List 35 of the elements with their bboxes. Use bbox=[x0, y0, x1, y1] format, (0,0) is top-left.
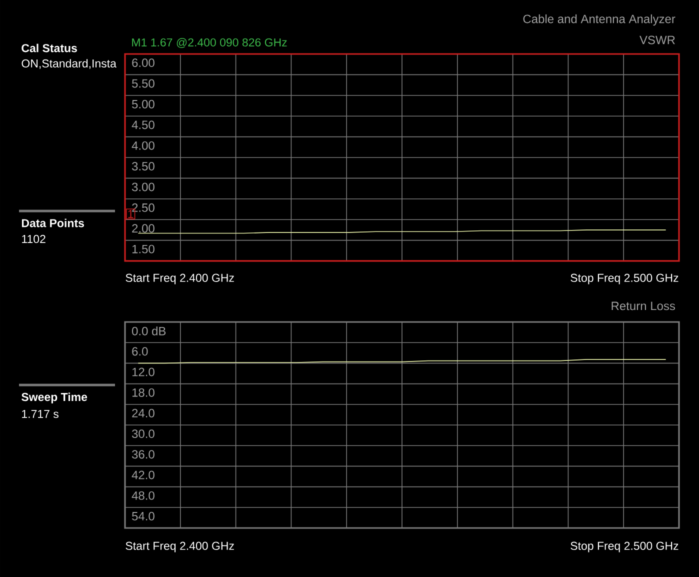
y-tick-label: 5.00 bbox=[132, 100, 154, 108]
y-tick-label: 0.0 dB bbox=[132, 326, 166, 336]
text: Cal Status bbox=[22, 44, 77, 52]
text: Stop Freq 2.500 GHz bbox=[570, 274, 678, 284]
y-tick-label: 24.0 bbox=[132, 408, 154, 418]
y-tick-label: 6.0 bbox=[132, 347, 148, 356]
text: 1102 bbox=[22, 234, 46, 244]
y-tick-label: 2.00 bbox=[132, 224, 154, 233]
text: Start Freq 2.400 GHz bbox=[126, 274, 234, 284]
text: Start Freq 2.400 GHz bbox=[126, 542, 234, 552]
y-tick-label: 48.0 bbox=[132, 491, 154, 500]
text: ON,Standard,Insta bbox=[22, 59, 116, 69]
text: Stop Freq 2.500 GHz bbox=[570, 542, 678, 552]
y-tick-label: 1.50 bbox=[132, 244, 154, 254]
chart-subtitle: VSWR bbox=[640, 36, 675, 44]
text: M1 1.67 @2.400 090 826 GHz bbox=[132, 38, 287, 48]
text: Sweep Time bbox=[22, 392, 88, 404]
text: Data Points bbox=[22, 218, 84, 228]
annotation: 1 bbox=[128, 210, 134, 218]
y-tick-label: 4.00 bbox=[132, 141, 154, 150]
y-tick-label: 4.50 bbox=[132, 120, 154, 130]
y-tick-label: 18.0 bbox=[132, 388, 154, 397]
text: 1.717 s bbox=[22, 410, 58, 418]
y-tick-label: 12.0 bbox=[132, 368, 154, 376]
y-tick-label: 3.50 bbox=[132, 162, 154, 171]
chart-title: Cable and Antenna Analyzer bbox=[523, 14, 676, 26]
y-tick-label: 2.50 bbox=[132, 203, 154, 212]
y-tick-label: 5.50 bbox=[132, 79, 154, 88]
y-tick-label: 54.0 bbox=[132, 512, 154, 520]
y-tick-label: 36.0 bbox=[132, 450, 154, 459]
y-tick-label: 6.00 bbox=[132, 58, 154, 68]
y-tick-label: 42.0 bbox=[132, 470, 154, 480]
y-tick-label: 30.0 bbox=[132, 430, 154, 438]
chart-title: Return Loss bbox=[612, 302, 676, 310]
y-tick-label: 3.00 bbox=[132, 182, 154, 192]
